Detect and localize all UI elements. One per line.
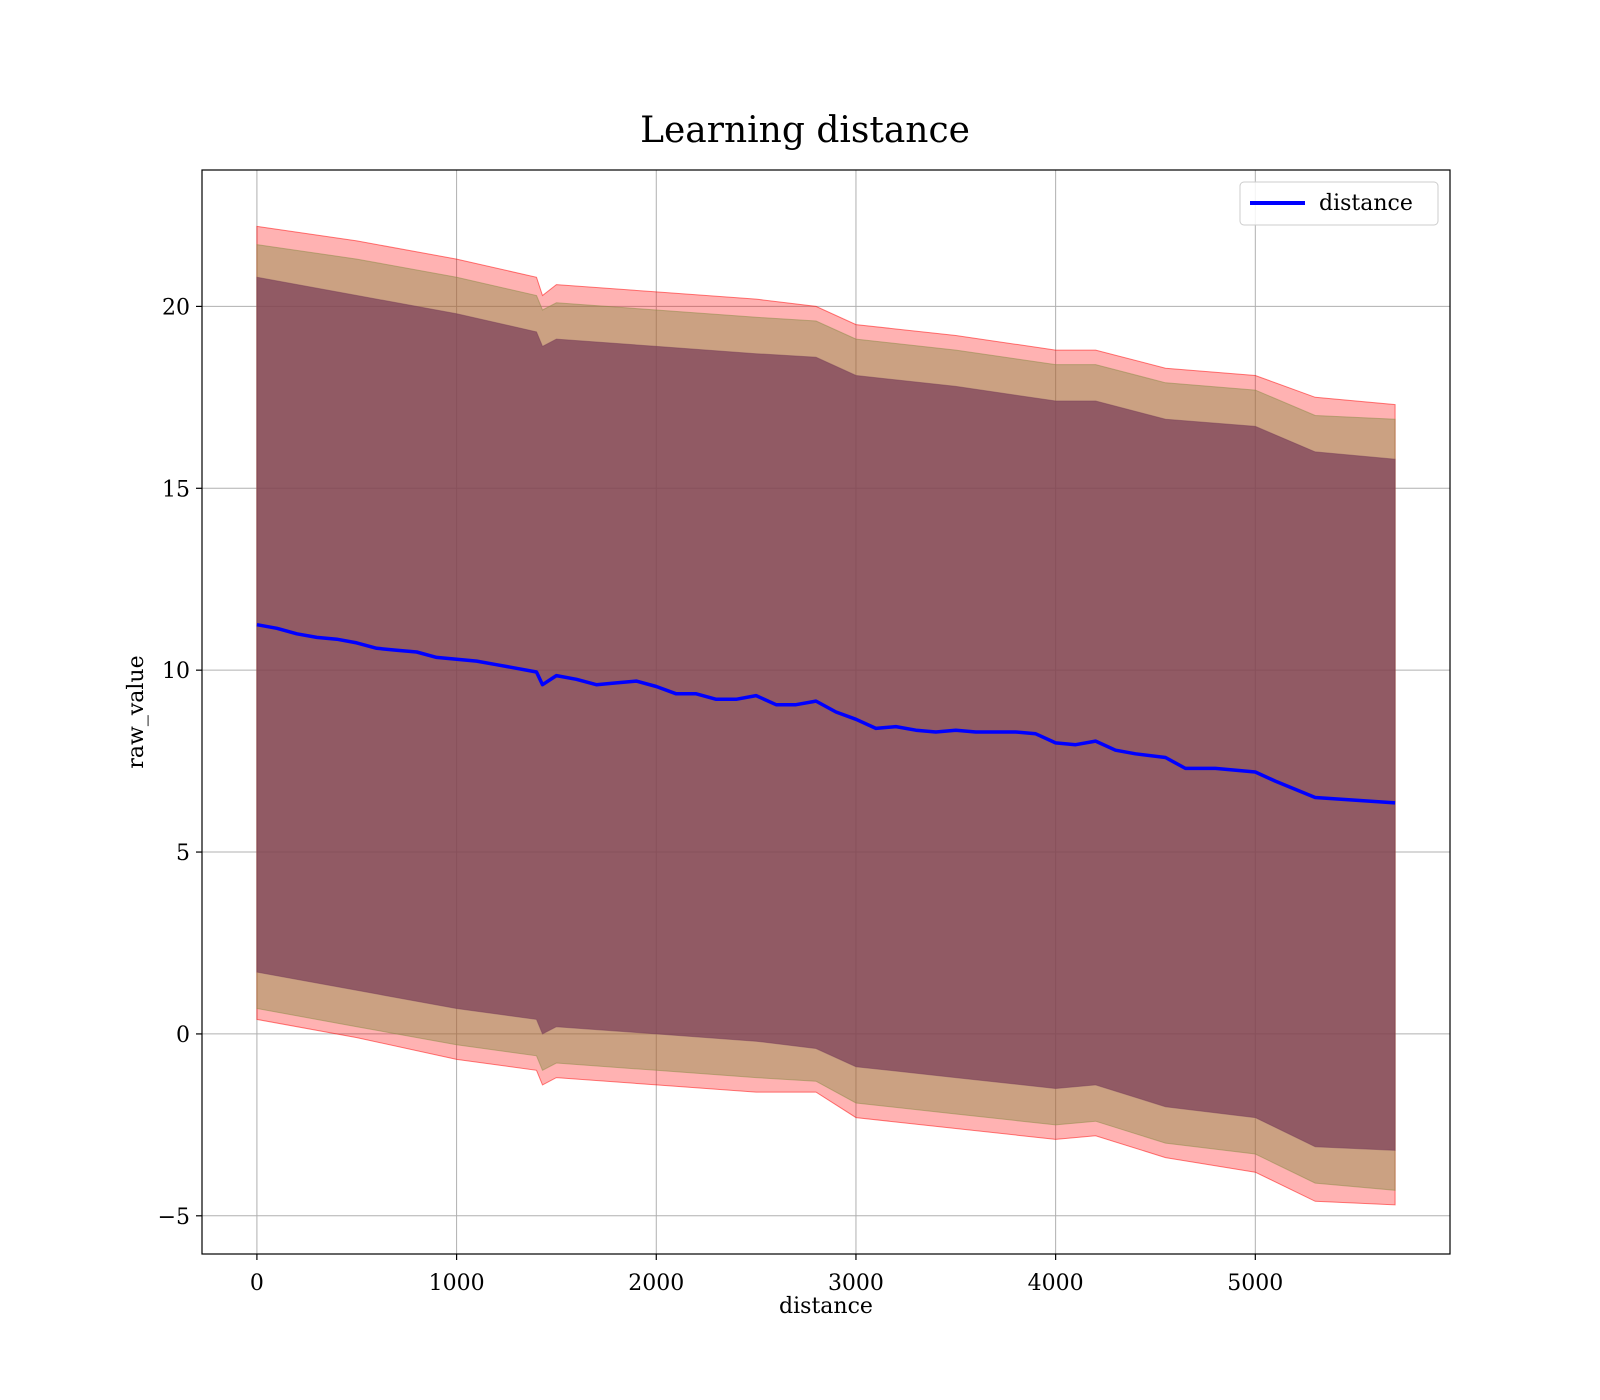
legend: distance [1239, 181, 1439, 226]
y-tick-label: 10 [162, 659, 190, 684]
legend-label-distance: distance [1319, 191, 1413, 216]
x-axis-label: distance [779, 1294, 873, 1319]
plot-area-frame [201, 169, 1451, 1255]
x-tick-label: 2000 [628, 1271, 684, 1296]
x-tick-label: 4000 [1028, 1271, 1084, 1296]
y-axis-ticks: −5 0 5 10 15 20 [158, 295, 202, 1230]
chart-title: Learning distance [640, 110, 970, 151]
band-2 [256, 276, 1396, 1151]
x-tick-label: 5000 [1227, 1271, 1283, 1296]
x-tick-label: 3000 [828, 1271, 884, 1296]
y-tick-label: 0 [176, 1023, 190, 1048]
y-tick-label: 20 [162, 295, 190, 320]
series-line-distance [256, 622, 1396, 805]
y-tick-label: −5 [158, 1205, 190, 1230]
x-tick-label: 0 [250, 1271, 264, 1296]
data-series [256, 622, 1396, 805]
y-tick-label: 15 [162, 477, 190, 502]
x-axis-ticks: 0 1000 2000 3000 4000 5000 [250, 1254, 1283, 1296]
y-tick-label: 5 [176, 841, 190, 866]
legend-box [1239, 181, 1439, 226]
confidence-bands [256, 225, 1396, 1206]
y-axis-label: raw_value [124, 655, 149, 768]
x-tick-label: 1000 [429, 1271, 485, 1296]
